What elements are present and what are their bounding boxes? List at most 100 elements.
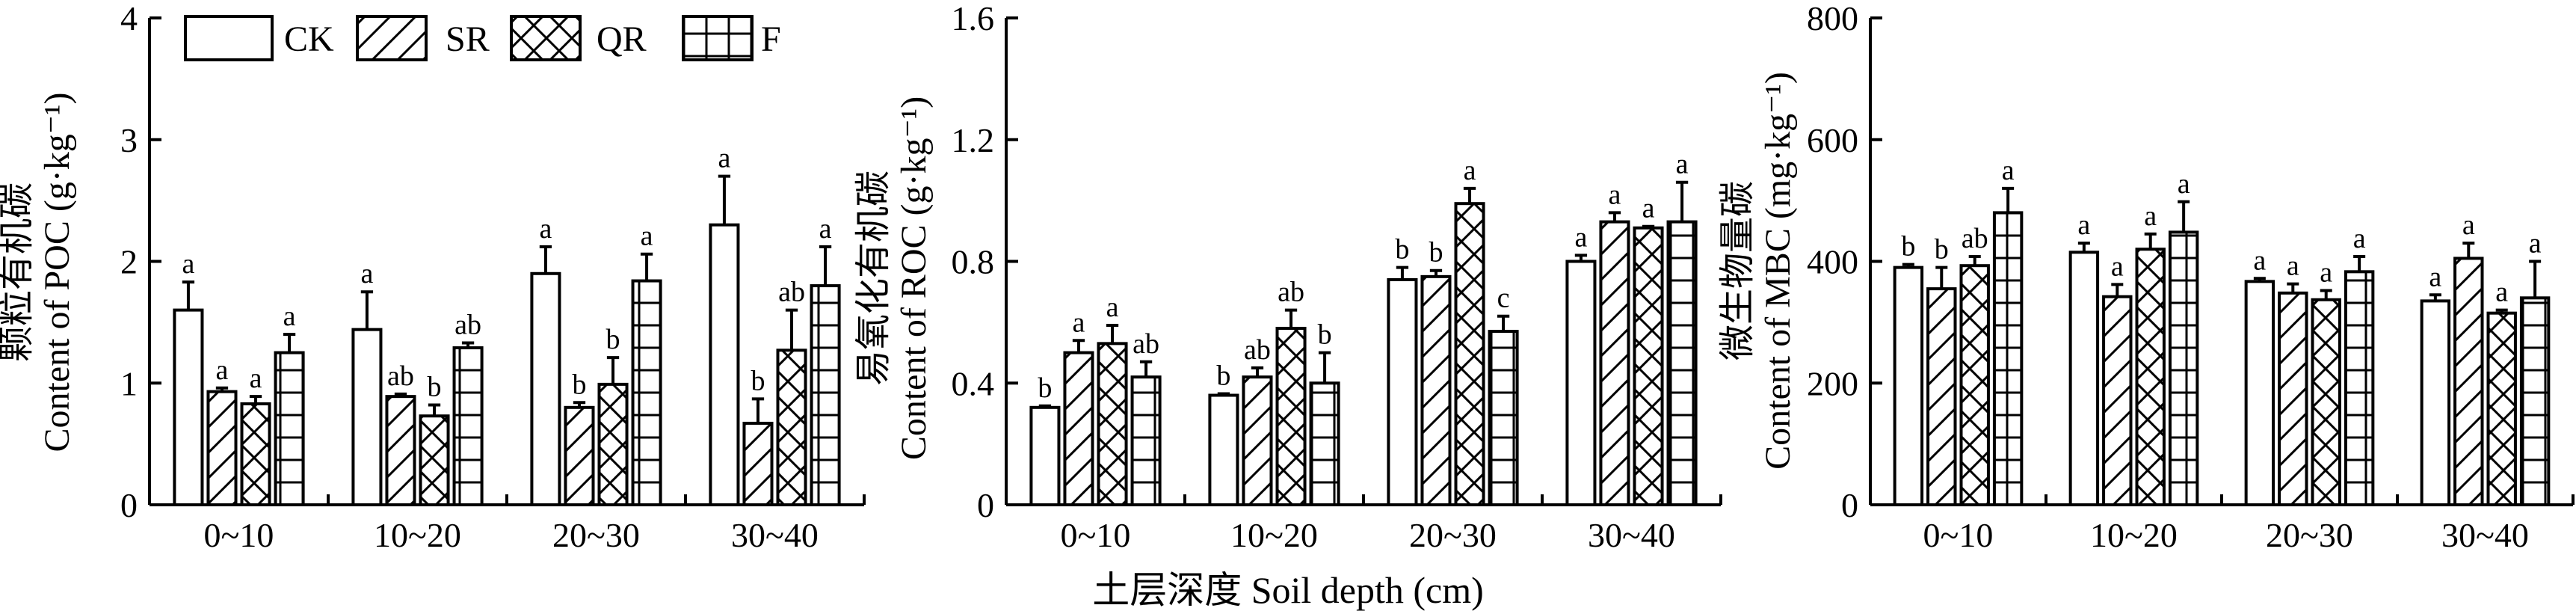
roc-ylabel-en: Content of ROC (g·kg⁻¹): [894, 96, 934, 460]
roc-bar-qr: [1633, 226, 1664, 506]
poc-significance-label: ab: [778, 277, 805, 308]
legend-label-sr: SR: [446, 19, 490, 59]
roc-significance-label: a: [1609, 179, 1621, 210]
mbc-significance-label: a: [2144, 200, 2157, 232]
legend-item-ck: CK: [184, 15, 334, 61]
roc-significance-label: a: [1106, 292, 1119, 323]
roc-x-tick-label: 10~20: [1230, 516, 1318, 554]
poc-bar-sr: [564, 405, 595, 506]
mbc-significance-label: a: [2002, 155, 2015, 186]
x-axis-title: 土层深度 Soil depth (cm): [1092, 569, 1484, 611]
mbc-significance-label: b: [1935, 234, 1949, 265]
legend-swatch-sr: [356, 15, 428, 61]
legend-item-f: F: [682, 15, 781, 61]
roc-bar-sr: [1599, 220, 1630, 506]
poc-bar-f: [810, 284, 841, 506]
roc-significance-label: a: [1073, 307, 1085, 338]
mbc-y-tick-label: 200: [1807, 364, 1858, 402]
roc-y-tick-label: 1.2: [952, 121, 995, 159]
legend: CK SR QR F: [184, 15, 781, 61]
poc-significance-label: b: [572, 369, 586, 400]
roc-y-tick-label: 0.8: [952, 243, 995, 281]
mbc-significance-label: a: [2495, 277, 2508, 308]
mbc-significance-label: a: [2111, 251, 2124, 282]
poc-bar-ck: [530, 271, 561, 506]
roc-x-tick-label: 20~30: [1409, 516, 1497, 554]
poc-bar-qr: [240, 402, 271, 506]
poc-bar-f: [274, 351, 305, 506]
mbc-chart: 微生物量碳 Content of MBC (mg·kg⁻¹) 0 200 400 60…: [1718, 0, 2575, 554]
roc-bar-ck: [1208, 393, 1239, 507]
roc-y-tick-label: 1.6: [952, 0, 995, 37]
mbc-y-tick-label: 400: [1807, 243, 1858, 281]
poc-significance-label: b: [428, 372, 442, 403]
mbc-x-tick-label: 30~40: [2441, 516, 2529, 554]
roc-bar-f: [1488, 330, 1519, 506]
roc-y-tick-label: 0: [977, 486, 994, 524]
poc-significance-label: a: [216, 354, 229, 386]
mbc-y-tick-label: 600: [1807, 121, 1858, 159]
mbc-bar-sr: [2278, 291, 2308, 506]
mbc-x-tick-label: 20~30: [2266, 516, 2353, 554]
roc-significance-label: b: [1429, 237, 1443, 268]
roc-bar-sr: [1063, 351, 1094, 506]
roc-significance-label: b: [1395, 234, 1409, 265]
mbc-bar-f: [2344, 270, 2375, 506]
legend-item-sr: SR: [356, 15, 490, 61]
mbc-significance-label: a: [2287, 251, 2299, 282]
roc-significance-label: c: [1497, 283, 1510, 314]
mbc-bar-sr: [1926, 287, 1957, 506]
mbc-ylabel-cn: 微生物量碳: [1718, 181, 1757, 360]
mbc-bar-qr: [2486, 311, 2517, 506]
poc-significance-label: a: [819, 213, 832, 245]
roc-significance-label: b: [1038, 372, 1052, 404]
poc-significance-label: a: [360, 258, 373, 289]
roc-significance-label: a: [1676, 149, 1689, 180]
poc-bar-sr: [206, 390, 238, 507]
legend-label-qr: QR: [597, 19, 647, 59]
poc-chart: 颗粒有机碳 Content of POC (g·kg⁻¹) 0 1 2 3 4 0~10 a…: [0, 0, 866, 554]
legend-swatch-qr: [510, 15, 582, 61]
poc-significance-label: a: [718, 143, 730, 174]
mbc-significance-label: b: [1901, 231, 1915, 263]
mbc-x-tick-label: 10~20: [2090, 516, 2178, 554]
roc-bar-sr: [1242, 375, 1273, 506]
poc-y-tick-label: 4: [120, 0, 138, 37]
roc-ylabel-cn: 易氧化有机碳: [854, 171, 893, 386]
roc-significance-label: ab: [1278, 277, 1304, 308]
poc-y-tick-label: 3: [120, 121, 138, 159]
poc-bar-f: [631, 279, 662, 506]
legend-item-qr: QR: [510, 15, 647, 61]
poc-significance-label: a: [641, 221, 653, 252]
mbc-significance-label: a: [2320, 257, 2332, 289]
roc-significance-label: a: [1464, 155, 1476, 186]
poc-bar-sr: [385, 395, 416, 507]
mbc-x-tick-label: 0~10: [1923, 516, 1994, 554]
mbc-bar-f: [2519, 296, 2551, 506]
roc-significance-label: ab: [1133, 328, 1159, 360]
mbc-bar-ck: [1893, 265, 1924, 506]
mbc-significance-label: a: [2178, 168, 2190, 200]
roc-x-tick-label: 0~10: [1061, 516, 1131, 554]
poc-bar-qr: [419, 414, 450, 507]
roc-bar-qr: [1275, 327, 1307, 507]
roc-bar-ck: [1029, 405, 1061, 506]
poc-x-tick-label: 30~40: [731, 516, 819, 554]
poc-ylabel-en: Content of POC (g·kg⁻¹): [37, 92, 77, 452]
mbc-bar-f: [2168, 230, 2199, 506]
poc-x-tick-label: 20~30: [552, 516, 640, 554]
mbc-bar-ck: [2420, 299, 2451, 506]
mbc-significance-label: a: [2429, 261, 2441, 292]
mbc-y-tick-label: 0: [1841, 486, 1858, 524]
mbc-ylabel-en: Content of MBC (mg·kg⁻¹): [1758, 72, 1798, 470]
mbc-bar-sr: [2102, 295, 2133, 506]
roc-bar-sr: [1420, 274, 1452, 506]
poc-bar-qr: [776, 349, 807, 506]
poc-bar-qr: [597, 382, 629, 506]
poc-x-tick-label: 10~20: [374, 516, 461, 554]
roc-significance-label: b: [1318, 319, 1332, 351]
roc-bar-f: [1666, 220, 1698, 506]
mbc-significance-label: a: [2353, 223, 2366, 254]
legend-label-ck: CK: [284, 19, 334, 59]
